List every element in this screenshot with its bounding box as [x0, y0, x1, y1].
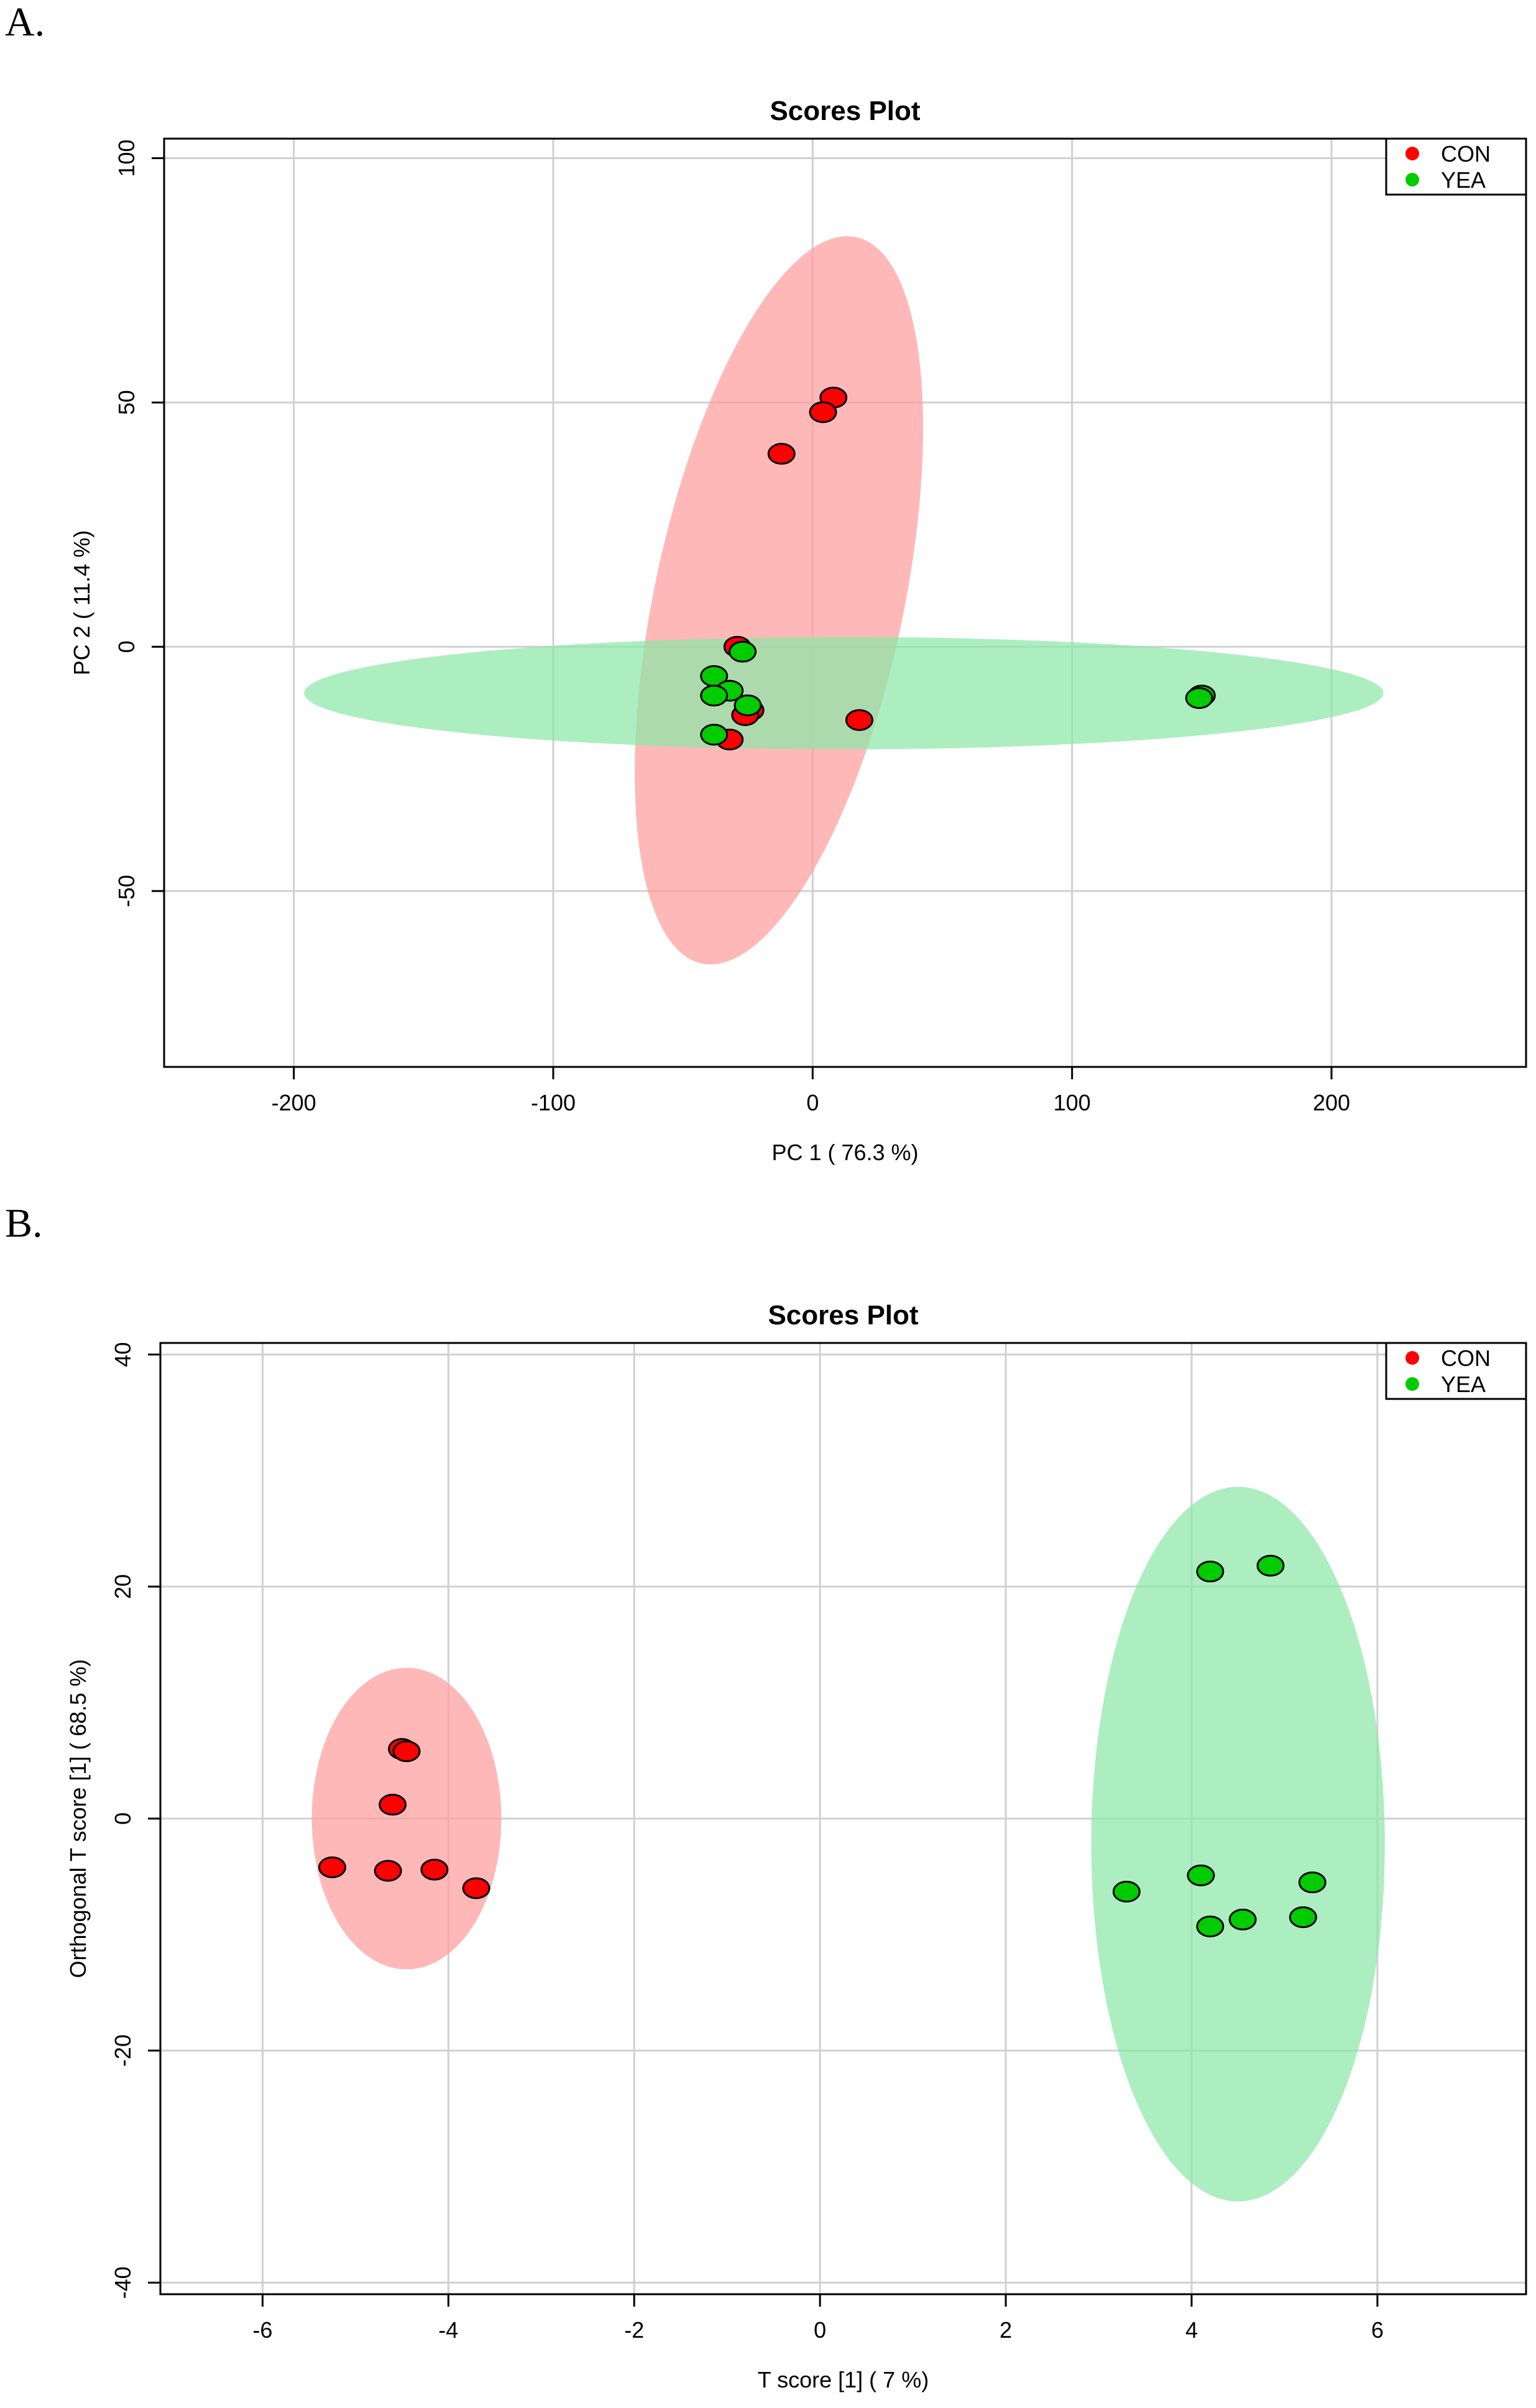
- data-point-con: [767, 443, 796, 465]
- y-tick-label: -50: [114, 875, 139, 907]
- data-point-yea: [1196, 1561, 1225, 1583]
- confidence-ellipse-yea: [304, 637, 1384, 750]
- x-tick-label: -200: [272, 1090, 316, 1115]
- y-tick-label: 100: [114, 139, 139, 177]
- data-point-yea: [700, 724, 729, 746]
- data-point-yea: [1185, 687, 1213, 709]
- data-point-con: [379, 1794, 407, 1816]
- chart-title: Scores Plot: [768, 1300, 918, 1331]
- data-point-yea: [1112, 1881, 1141, 1903]
- legend-marker-con: [1405, 1351, 1419, 1365]
- data-point-yea: [734, 694, 762, 717]
- scores-plot-pca: -200 -100 0 100 200 100 50 0 -50 Scores Plot PC 1 …: [69, 96, 1527, 1165]
- x-tick-label: 200: [1313, 1090, 1350, 1115]
- chart-title: Scores Plot: [770, 96, 920, 126]
- legend-label-yea: YEA: [1441, 167, 1486, 193]
- x-tick-label: 100: [1054, 1090, 1091, 1115]
- x-tick-label: 0: [814, 2317, 826, 2343]
- data-point-yea: [1298, 1871, 1327, 1894]
- data-point-yea: [1187, 1864, 1215, 1886]
- data-point-con: [809, 401, 837, 423]
- y-tick-label: 0: [110, 1812, 136, 1825]
- data-point-yea: [729, 640, 757, 663]
- y-tick-label: 0: [114, 640, 139, 653]
- confidence-ellipse-con: [635, 236, 924, 965]
- legend-marker-yea: [1405, 1377, 1419, 1391]
- panel-b-label: B.: [5, 1201, 43, 1246]
- data-point-con: [420, 1858, 449, 1881]
- legend-marker-yea: [1405, 173, 1419, 187]
- legend-label-yea: YEA: [1441, 1372, 1486, 1397]
- x-tick-label: -100: [531, 1090, 576, 1115]
- panel-a-label: A.: [5, 0, 45, 45]
- x-tick-label: 6: [1371, 2317, 1384, 2343]
- data-point-yea: [1228, 1908, 1257, 1931]
- y-axis-label: Orthogonal T score [1] ( 68.5 %): [65, 1659, 91, 1978]
- data-point-yea: [1256, 1554, 1285, 1577]
- data-point-con: [374, 1860, 402, 1882]
- data-point-yea: [1289, 1906, 1317, 1929]
- confidence-ellipse-con: [311, 1668, 502, 1970]
- x-tick-label: -6: [252, 2317, 272, 2343]
- y-axis-label: PC 2 ( 11.4 %): [69, 530, 94, 675]
- x-axis-label: T score [1] ( 7 %): [758, 2367, 929, 2392]
- x-tick-label: 4: [1185, 2317, 1198, 2343]
- legend-label-con: CON: [1441, 1345, 1491, 1371]
- x-tick-label: 2: [1000, 2317, 1012, 2343]
- legend-label-con: CON: [1441, 141, 1491, 167]
- x-tick-label: -4: [438, 2317, 458, 2343]
- data-point-con: [462, 1877, 490, 1899]
- x-tick-label: -2: [624, 2317, 644, 2343]
- legend-marker-con: [1405, 147, 1419, 160]
- y-tick-label: 40: [110, 1342, 136, 1367]
- data-point-con: [845, 709, 873, 731]
- x-axis-label: PC 1 ( 76.3 %): [771, 1140, 918, 1165]
- data-point-con: [318, 1856, 346, 1878]
- data-point-con: [392, 1740, 421, 1763]
- confidence-ellipse-yea: [1091, 1487, 1385, 2202]
- x-tick-label: 0: [806, 1090, 819, 1115]
- y-tick-label: -40: [110, 2266, 136, 2299]
- y-tick-label: 50: [114, 390, 139, 415]
- y-tick-label: -20: [110, 2034, 136, 2067]
- y-tick-label: 20: [110, 1574, 136, 1599]
- data-point-yea: [1196, 1916, 1225, 1938]
- data-point-yea: [700, 685, 729, 707]
